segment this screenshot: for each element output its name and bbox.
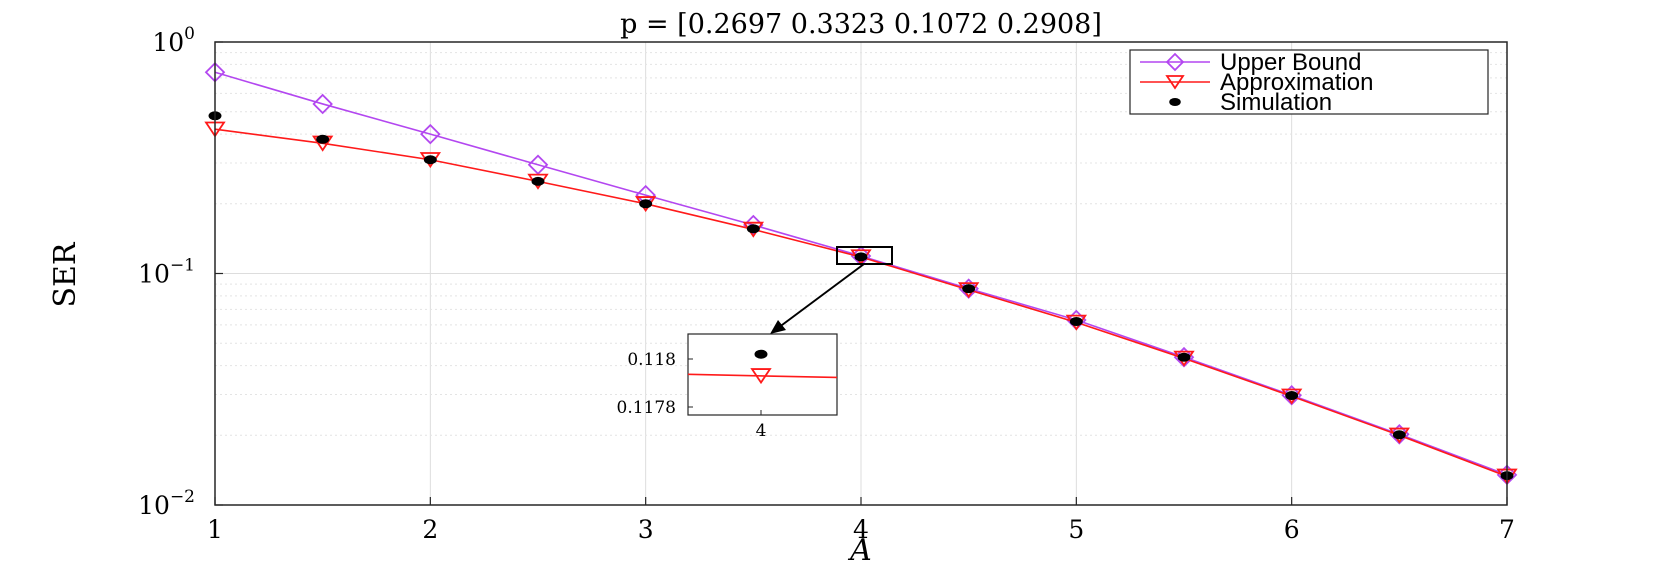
legend-label-upper-bound: Upper Bound [1220, 49, 1361, 76]
y-axis-label: SER [48, 241, 83, 307]
x-tick-label: 1 [207, 515, 223, 544]
grid [215, 42, 1507, 505]
inset-x-tick-label: 4 [756, 421, 767, 441]
legend-marker-approximation [1165, 75, 1185, 90]
legend-marker-simulation [1169, 98, 1181, 106]
x-tick-label: 5 [1068, 515, 1084, 544]
simulation-point [531, 176, 545, 186]
zoom-arrow-head [770, 320, 786, 334]
series-layer [204, 62, 1518, 486]
zoom-region-box [836, 246, 893, 265]
inset-y-tick-label: 0.1178 [617, 398, 676, 418]
legend-label-simulation: Simulation [1220, 89, 1332, 116]
legend-marker-upper-bound [1165, 52, 1185, 72]
simulation-point [1069, 317, 1083, 327]
inset-simulation-point [754, 349, 768, 359]
simulation-point [1177, 352, 1191, 362]
inset-y-tick-label: 0.118 [627, 350, 676, 370]
simulation-point [962, 284, 976, 294]
x-tick-label: 7 [1499, 515, 1515, 544]
simulation-point [639, 199, 653, 209]
y-tick-label: 100 [152, 24, 195, 57]
inset-chart: 0.118 0.1178 4 [617, 333, 838, 441]
inset-approximation-point [750, 368, 772, 385]
y-tick-label: 10−2 [138, 487, 195, 520]
upper-bound-point [312, 93, 333, 115]
simulation-point [1285, 391, 1299, 401]
inset-approximation-line [687, 373, 838, 379]
y-tick-label: 10−1 [138, 256, 195, 289]
x-tick-label: 6 [1284, 515, 1300, 544]
x-tick-label: 4 [853, 515, 869, 544]
simulation-point [316, 134, 330, 144]
simulation-point [423, 155, 437, 165]
upper-bound-point [420, 123, 441, 145]
simulation-point [854, 252, 868, 262]
axis-ticks: 1 2 3 4 5 6 7 100 10−1 10−2 [138, 24, 1515, 544]
x-tick-label: 2 [422, 515, 438, 544]
x-tick-label: 3 [638, 515, 654, 544]
chart-title: p = [0.2697 0.3323 0.1072 0.2908] [620, 9, 1102, 40]
x-axis-label: A [847, 533, 872, 567]
simulation-point [1392, 430, 1406, 440]
zoom-arrow-line [777, 263, 865, 329]
legend-label-approximation: Approximation [1220, 69, 1373, 96]
simulation-point [746, 224, 760, 234]
zoom-annotation [770, 246, 893, 334]
